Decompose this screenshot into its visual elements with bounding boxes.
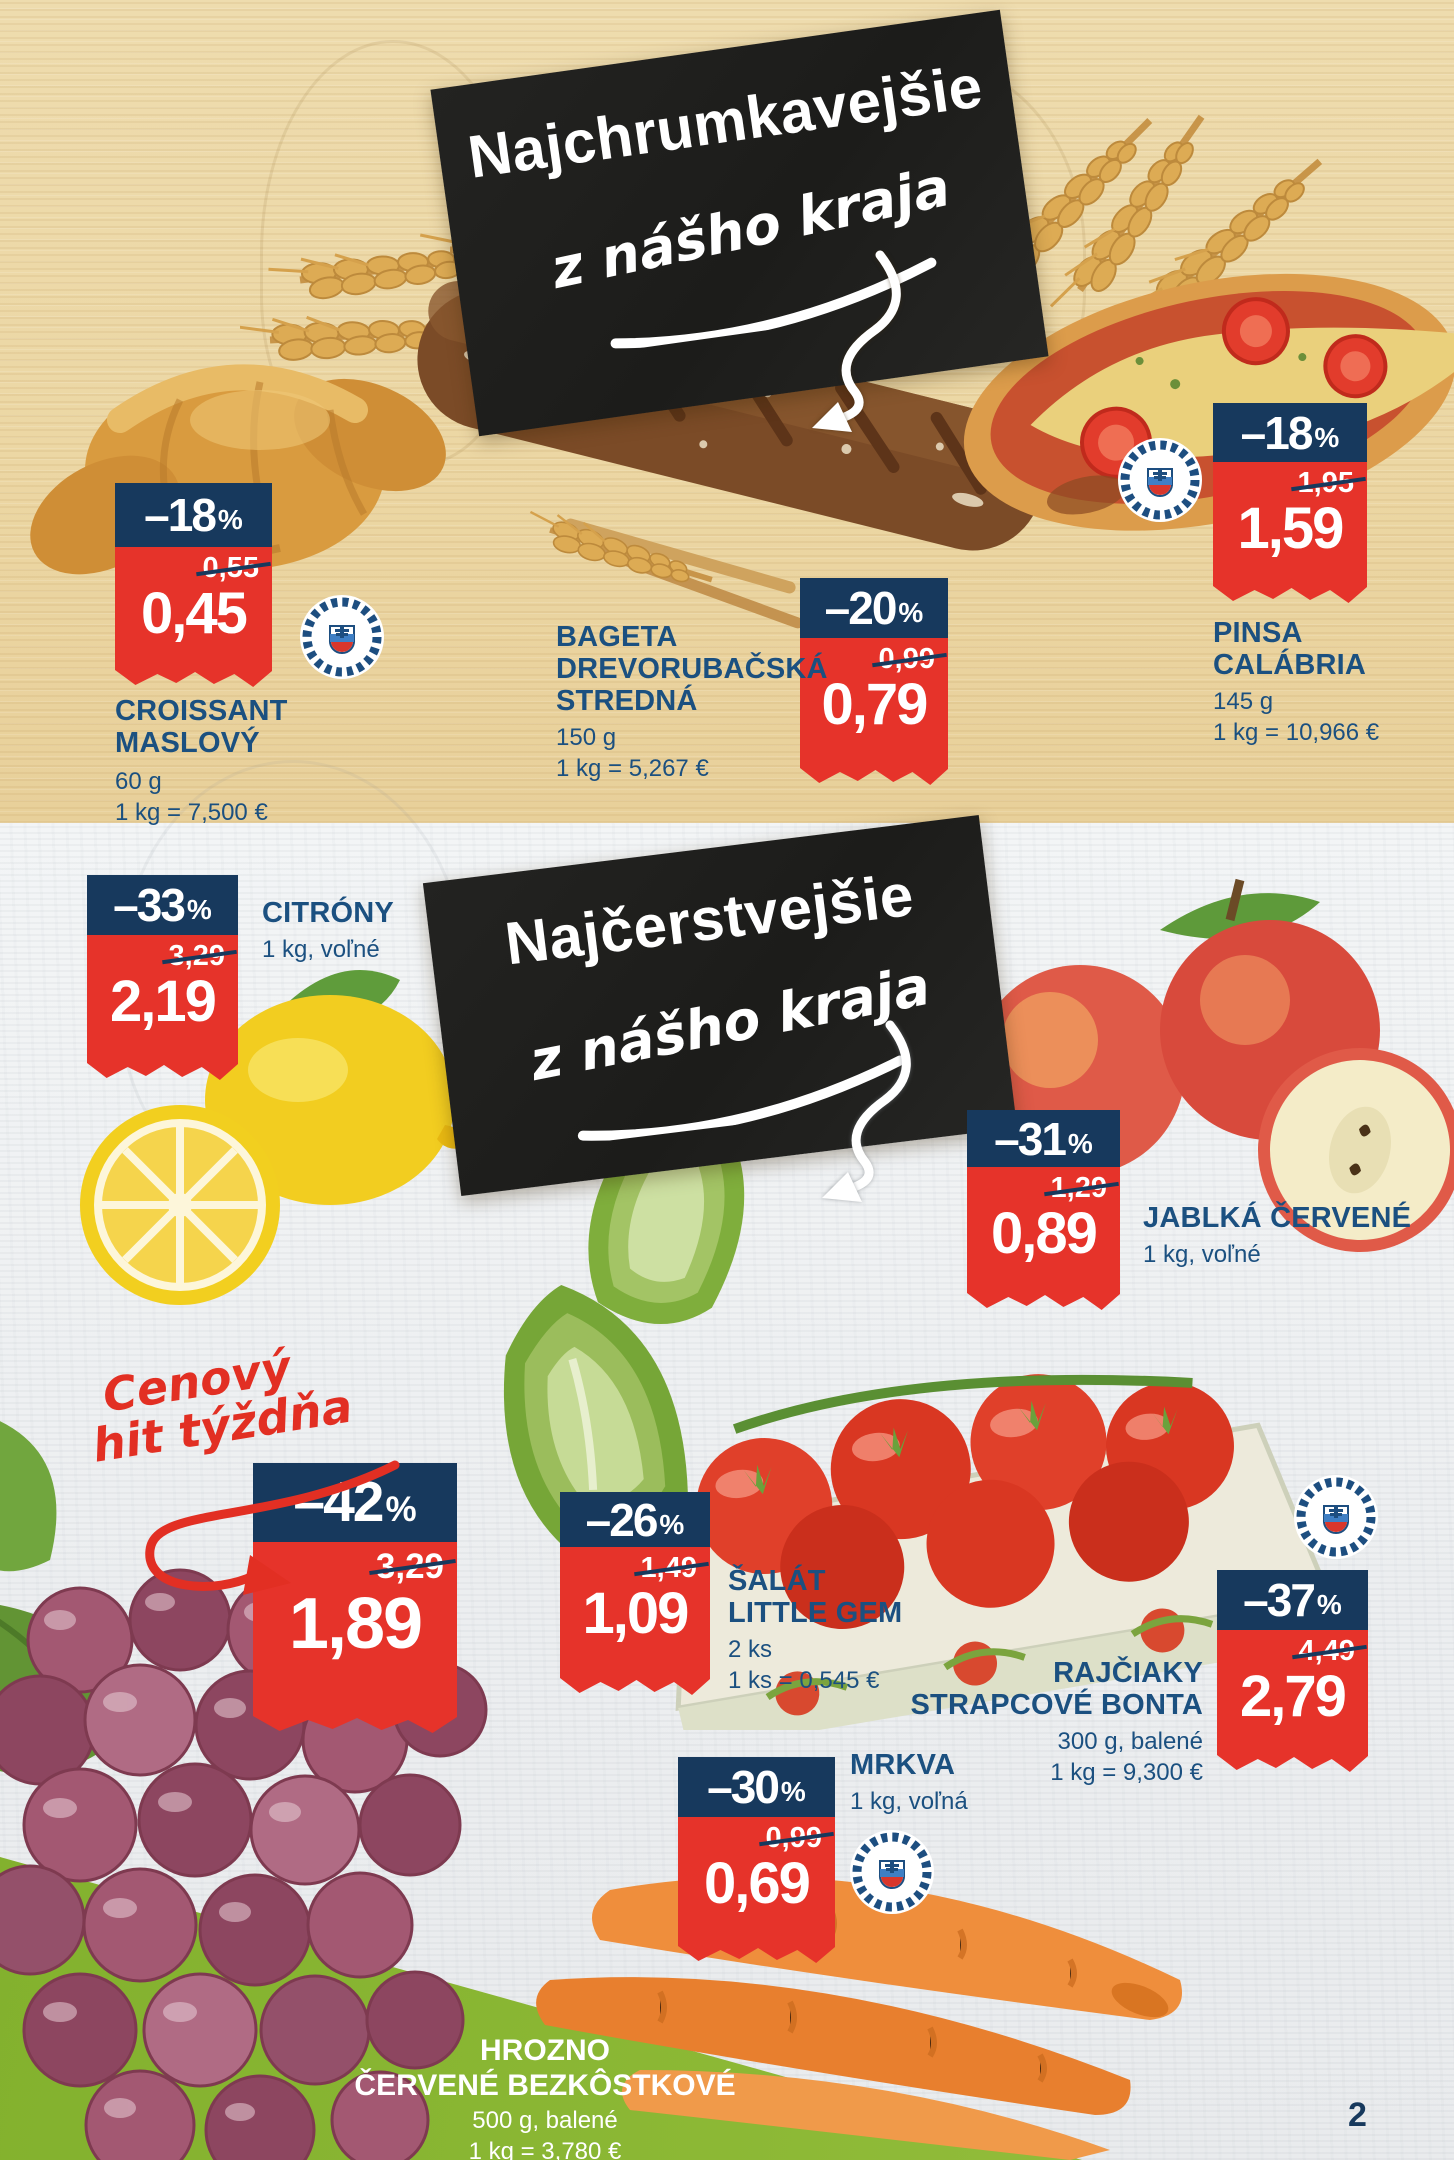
old-price: 1,29 <box>1050 1172 1107 1204</box>
old-price: 3,29 <box>168 940 225 972</box>
product-name: PINSA <box>1213 617 1303 649</box>
product-name: RAJČIAKY <box>1053 1657 1203 1689</box>
product-info-croissant: CROISSANT MASLOVÝ 60 g 1 kg = 7,500 € <box>115 695 435 828</box>
percent-sign: % <box>1314 421 1340 453</box>
percent-sign: % <box>780 1776 806 1807</box>
quality-seal-icon <box>1118 438 1202 522</box>
product-info-bageta: BAGETA DREVORUBAČSKÁ STREDNÁ 150 g 1 kg … <box>556 621 828 784</box>
discount-badge-croissant: –18% 0,55 0,45 <box>115 483 272 687</box>
new-price: 0,69 <box>704 1851 809 1916</box>
chalk-arrow-icon <box>822 1020 911 1202</box>
product-name: ČERVENÉ BEZKÔSTKOVÉ <box>354 2068 736 2102</box>
quality-seal-icon <box>300 595 384 679</box>
discount-value: –31 <box>994 1112 1067 1165</box>
discount-value: –33 <box>113 879 186 931</box>
product-name: STREDNÁ <box>556 684 698 717</box>
percent-sign: % <box>186 894 212 925</box>
product-unit-price: 1 kg = 9,300 € <box>1050 1758 1203 1786</box>
product-qty: 1 kg, voľná <box>850 1787 968 1815</box>
percent-sign: % <box>898 597 924 628</box>
product-name: BAGETA <box>556 621 678 653</box>
product-name: DREVORUBAČSKÁ <box>556 652 828 685</box>
discount-badge-rajciaky: –37% 4,49 2,79 <box>1217 1570 1368 1772</box>
discount-value: –20 <box>824 582 898 634</box>
product-unit-price: 1 kg = 10,966 € <box>1213 718 1380 746</box>
product-qty: 300 g, balené <box>1057 1727 1203 1755</box>
price-hit-arrow-icon <box>145 1460 400 1595</box>
product-unit-price: 1 kg = 5,267 € <box>556 754 709 782</box>
product-qty: 150 g <box>556 723 617 751</box>
discount-badge-hrozno: –42% 3,29 1,89 <box>253 1463 457 1733</box>
old-price: 3,29 <box>375 1547 444 1586</box>
product-unit-price: 1 ks = 0,545 € <box>728 1666 880 1694</box>
percent-sign: % <box>385 1490 417 1529</box>
product-info-jablka: JABLKÁ ČERVENÉ 1 kg, voľné <box>1143 1202 1453 1270</box>
discount-value: –37 <box>1243 1574 1316 1626</box>
discount-value: –26 <box>585 1493 659 1546</box>
product-info-citrony: CITRÓNY 1 kg, voľné <box>262 897 502 965</box>
old-price: 1,95 <box>1297 467 1354 499</box>
new-price: 1,09 <box>582 1581 688 1646</box>
new-price: 1,89 <box>288 1584 422 1664</box>
quality-seal-icon <box>850 1830 934 1914</box>
discount-badge-jablka: –31% 1,29 0,89 <box>967 1110 1120 1310</box>
product-info-pinsa: PINSA CALÁBRIA 145 g 1 kg = 10,966 € <box>1213 617 1453 748</box>
new-price: 2,79 <box>1240 1664 1345 1729</box>
old-price: 4,49 <box>1298 1635 1355 1667</box>
product-name: CROISSANT MASLOVÝ <box>115 695 288 759</box>
discount-badge-bageta: –20% 0,99 0,79 <box>800 578 948 785</box>
tomatoes-photo <box>675 1374 1330 1730</box>
product-qty: 145 g <box>1213 687 1274 715</box>
chalk-underline-icon <box>577 1055 906 1141</box>
product-unit-price: 1 kg = 7,500 € <box>115 798 268 826</box>
new-price: 1,59 <box>1237 496 1343 561</box>
product-qty: 1 kg, voľné <box>1143 1240 1261 1268</box>
product-qty: 2 ks <box>728 1635 773 1663</box>
discount-value: –18 <box>1240 406 1314 459</box>
chalkboard-fresh: Najčerstvejšie z nášho kraja <box>422 815 1018 1196</box>
discount-badge-mrkva: –30% 0,99 0,69 <box>678 1757 835 1963</box>
new-price: 0,45 <box>141 581 246 646</box>
discount-badge-salat: –26% 1,49 1,09 <box>560 1492 710 1695</box>
product-info-rajciaky: RAJČIAKY STRAPCOVÉ BONTA 300 g, balené 1… <box>903 1657 1203 1788</box>
percent-sign: % <box>217 504 243 535</box>
percent-sign: % <box>1316 1589 1342 1620</box>
product-name: HROZNO <box>480 2034 610 2067</box>
product-qty: 1 kg, voľné <box>262 935 380 963</box>
product-name: ŠALÁT <box>728 1565 826 1597</box>
old-price: 0,99 <box>765 1822 822 1854</box>
product-info-salat: ŠALÁT LITTLE GEM 2 ks 1 ks = 0,545 € <box>728 1565 988 1696</box>
discount-value: –42 <box>293 1470 384 1534</box>
product-qty: 60 g <box>115 767 162 795</box>
lemons-photo <box>80 950 468 1305</box>
old-price: 0,55 <box>202 552 259 584</box>
chalk-arrow-icon <box>812 250 901 432</box>
product-info-mrkva: MRKVA 1 kg, voľná <box>850 1749 1090 1817</box>
product-unit-price: 1 kg = 3,780 € <box>468 2138 622 2160</box>
discount-value: –30 <box>707 1761 780 1813</box>
percent-sign: % <box>659 1508 685 1540</box>
product-name: CITRÓNY <box>262 897 394 929</box>
page-number: 2 <box>1348 2096 1367 2134</box>
product-name: CALÁBRIA <box>1213 648 1367 681</box>
new-price: 0,79 <box>821 672 927 737</box>
discount-badge-citrony: –33% 3,29 2,19 <box>87 875 238 1080</box>
new-price: 0,89 <box>991 1201 1096 1266</box>
product-name: JABLKÁ ČERVENÉ <box>1143 1202 1412 1234</box>
product-name: MRKVA <box>850 1749 956 1781</box>
new-price: 2,19 <box>110 969 215 1034</box>
discount-badge-pinsa: –18% 1,95 1,59 <box>1213 403 1367 603</box>
discount-value: –18 <box>144 489 217 541</box>
wheat-ears-photo <box>520 470 804 629</box>
old-price: 1,49 <box>640 1552 697 1584</box>
percent-sign: % <box>1067 1127 1093 1159</box>
product-qty: 500 g, balené <box>472 2107 618 2134</box>
product-name: LITTLE GEM <box>728 1596 903 1629</box>
product-info-hrozno: HROZNO ČERVENÉ BEZKÔSTKOVÉ 500 g, balené… <box>300 2034 790 2160</box>
product-name: STRAPCOVÉ BONTA <box>910 1688 1203 1721</box>
old-price: 0,99 <box>878 643 935 675</box>
quality-seal-icon <box>1294 1475 1378 1559</box>
